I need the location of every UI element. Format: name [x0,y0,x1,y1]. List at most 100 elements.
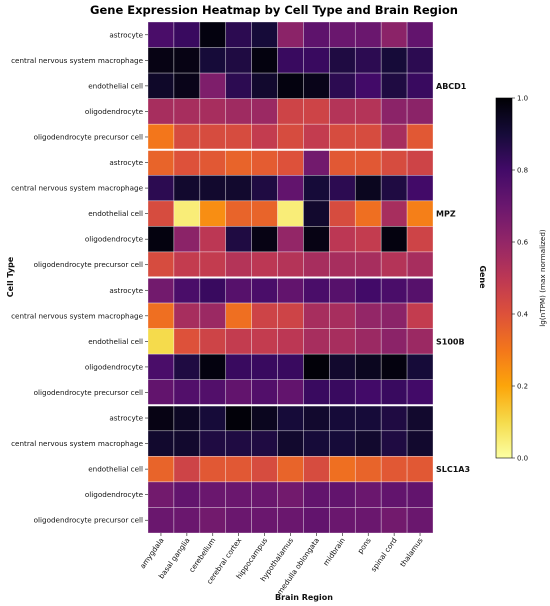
heatmap-cell [225,456,252,483]
heatmap-cell [329,226,356,253]
heatmap-cell [380,404,408,432]
heatmap-cell [329,328,356,355]
heatmap-cell [199,200,227,227]
heatmap-cell [173,72,201,99]
heatmap-cell [380,47,408,74]
y-tick-label: oligodendrocyte precursor cell [34,516,143,525]
heatmap-cell [147,404,175,432]
heatmap-cell [147,21,175,48]
heatmap-cell [303,251,330,278]
heatmap-cell [303,226,330,253]
heatmap-cell [406,21,434,48]
colorbar-label: lg(nTPM) (max normalized) [538,229,547,327]
gene-label: S100B [436,337,465,346]
heatmap-cell [406,98,434,125]
y-tick-label: astrocyte [109,158,143,167]
heatmap-cell [303,175,330,202]
heatmap-cell [329,251,356,278]
heatmap-cell [147,456,175,483]
heatmap-cell [354,456,382,483]
heatmap-cell [251,379,278,406]
heatmap-cell [329,277,356,304]
heatmap-cell [380,302,408,329]
heatmap-cell [354,226,382,253]
y-tick-label: endothelial cell [88,209,143,218]
heatmap-cell [303,98,330,125]
heatmap-cell [329,481,356,508]
heatmap-cell [406,123,434,151]
heatmap-cell [329,72,356,99]
heatmap-cell [199,481,227,508]
heatmap-cell [225,507,252,534]
heatmap-cell [329,98,356,125]
heatmap-cell [380,481,408,508]
heatmap-cell [406,481,434,508]
heatmap-cell [406,149,434,176]
heatmap-cell [406,456,434,483]
y-tick-label: oligodendrocyte [85,107,144,116]
heatmap-cell [147,379,175,406]
heatmap-cell [277,123,304,151]
heatmap-cell [354,47,382,74]
heatmap-cell [406,251,434,278]
y-tick-label: central nervous system macrophage [11,184,143,193]
heatmap-cell [354,200,382,227]
heatmap-cell [251,277,278,304]
heatmap-cell [329,353,356,380]
y-tick-label: oligodendrocyte precursor cell [34,260,143,269]
y-tick-label: astrocyte [109,414,143,423]
heatmap-cell [303,379,330,406]
heatmap-cell [277,481,304,508]
heatmap-cell [354,123,382,151]
heatmap-cell [303,353,330,380]
heatmap-cell [303,123,330,151]
x-axis-label: Brain Region [275,593,333,602]
heatmap-cell [406,200,434,227]
heatmap-cell [303,149,330,176]
heatmap-cell [225,404,252,432]
heatmap-cell [199,353,227,380]
heatmap-cell [354,328,382,355]
heatmap-cell [354,379,382,406]
heatmap-cell [251,507,278,534]
heatmap-cells [147,21,434,534]
y-tick-label: central nervous system macrophage [11,56,143,65]
heatmap-cell [406,277,434,304]
heatmap-cell [380,379,408,406]
heatmap-cell [199,277,227,304]
heatmap-cell [277,149,304,176]
heatmap-cell [199,175,227,202]
heatmap-cell [225,200,252,227]
heatmap-cell [251,328,278,355]
heatmap-cell [277,379,304,406]
heatmap-cell [303,21,330,48]
heatmap-cell [329,123,356,151]
x-tick-label: midbrain [321,536,347,567]
heatmap-cell [329,507,356,534]
heatmap-cell [354,149,382,176]
heatmap-cell [380,123,408,151]
heatmap-cell [147,328,175,355]
heatmap-cell [173,328,201,355]
heatmap-cell [173,277,201,304]
y-tick-label: astrocyte [109,30,143,39]
heatmap-cell [225,226,252,253]
heatmap-cell [354,302,382,329]
heatmap-cell [225,353,252,380]
heatmap-cell [354,481,382,508]
heatmap-cell [199,507,227,534]
heatmap-cell [251,200,278,227]
heatmap-cell [225,98,252,125]
heatmap-cell [329,379,356,406]
heatmap-cell [173,456,201,483]
heatmap-cell [225,430,252,457]
heatmap-cell [277,353,304,380]
heatmap-cell [173,98,201,125]
heatmap-cell [329,302,356,329]
y-tick-label: astrocyte [109,286,143,295]
heatmap-cell [406,175,434,202]
heatmap-cell [225,277,252,304]
heatmap-cell [199,47,227,74]
y-tick-label: oligodendrocyte precursor cell [34,388,143,397]
heatmap-cell [380,21,408,48]
